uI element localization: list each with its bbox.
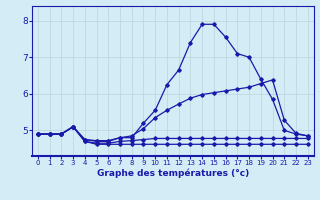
X-axis label: Graphe des températures (°c): Graphe des températures (°c): [97, 169, 249, 178]
